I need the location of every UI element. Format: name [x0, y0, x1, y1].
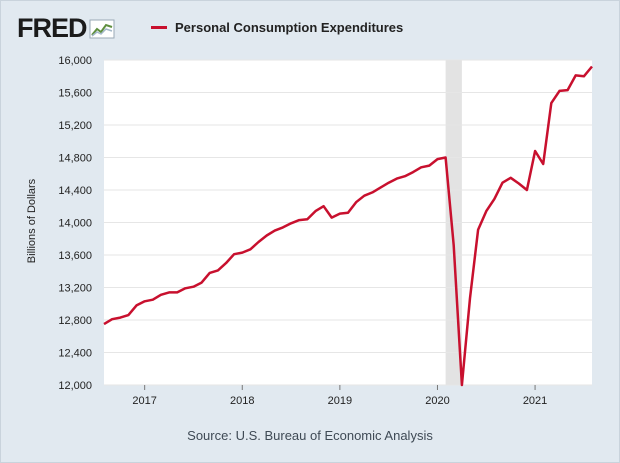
legend: Personal Consumption Expenditures	[151, 20, 403, 35]
legend-label: Personal Consumption Expenditures	[175, 20, 404, 35]
y-tick-label: 15,600	[58, 88, 92, 100]
legend-swatch	[151, 26, 167, 29]
y-tick-label: 13,600	[58, 250, 92, 262]
series-line	[103, 65, 593, 387]
y-tick-label: 14,000	[58, 218, 92, 230]
fred-graph-icon	[89, 19, 114, 38]
source-note: Source: U.S. Bureau of Economic Analysis	[187, 428, 433, 443]
y-tick-label: 12,400	[58, 348, 92, 360]
gridlines-layer	[104, 59, 592, 386]
y-tick-label: 15,200	[58, 120, 92, 132]
y-axis-label: Billions of Dollars	[26, 178, 38, 263]
fred-logo-text: FRED	[17, 13, 87, 43]
y-tick-label: 16,000	[58, 55, 92, 67]
x-tick-label: 2020	[425, 395, 449, 407]
series-layer	[103, 65, 593, 387]
x-tick-labels: 2017 2018 2019 2020 2021	[132, 385, 547, 407]
y-tick-label: 12,000	[58, 380, 92, 392]
y-tick-label: 14,800	[58, 153, 92, 165]
y-tick-label: 12,800	[58, 315, 92, 327]
x-tick-label: 2021	[523, 395, 547, 407]
y-tick-label: 13,200	[58, 283, 92, 295]
x-tick-label: 2018	[230, 395, 254, 407]
fred-logo[interactable]: FRED	[17, 15, 115, 42]
x-tick-label: 2019	[328, 395, 352, 407]
y-tick-labels: 12,000 12,400 12,800 13,200 13,600 14,000 14,4…	[58, 55, 92, 392]
y-tick-label: 14,400	[58, 185, 92, 197]
x-tick-label: 2017	[132, 395, 156, 407]
